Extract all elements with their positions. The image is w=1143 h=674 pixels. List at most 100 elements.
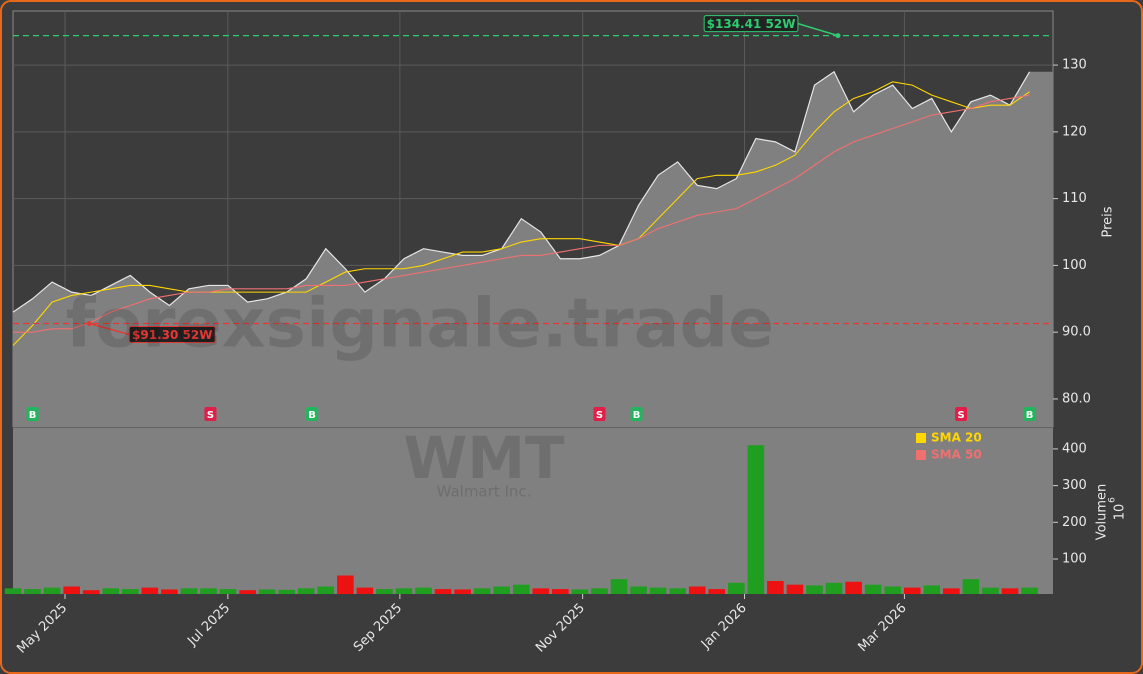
volume-bar xyxy=(552,589,569,594)
price-area xyxy=(13,71,1053,428)
signal-label: S xyxy=(958,410,965,421)
volume-bar xyxy=(610,579,628,594)
volume-bar xyxy=(82,590,100,594)
legend-swatch xyxy=(916,433,926,443)
volume-title: WMT xyxy=(403,424,565,492)
volume-bar xyxy=(297,588,315,594)
volume-bar xyxy=(903,587,921,594)
y-tick-label: 200 xyxy=(1062,515,1087,530)
y-tick-label: 300 xyxy=(1062,478,1087,493)
watermark: forexsignale.trade xyxy=(66,285,775,364)
volume-bar xyxy=(767,581,784,594)
volume-bar xyxy=(884,586,902,594)
signal-label: S xyxy=(207,410,214,421)
volume-bar xyxy=(121,589,139,594)
signal-badge xyxy=(955,407,968,421)
volume-bar xyxy=(278,589,295,594)
volume-bar xyxy=(532,588,550,594)
y-tick-label: 80.0 xyxy=(1062,391,1091,406)
volume-bar xyxy=(4,588,22,594)
volume-bar xyxy=(688,586,706,594)
y-tick-label: 120 xyxy=(1062,124,1087,139)
volume-bar xyxy=(219,589,237,594)
signal-label: S xyxy=(596,410,603,421)
volume-bar xyxy=(1001,588,1019,594)
volume-bar xyxy=(395,588,413,594)
volume-bar xyxy=(591,588,608,594)
signal-label: B xyxy=(308,410,316,421)
volume-bar xyxy=(161,589,178,594)
legend-swatch xyxy=(916,450,926,460)
signal-label: B xyxy=(1026,410,1034,421)
signal-label: B xyxy=(633,410,641,421)
y-tick-label: 90.0 xyxy=(1062,325,1091,340)
volume-bar xyxy=(43,587,61,594)
volume-bar xyxy=(982,587,999,594)
volume-bar xyxy=(512,584,530,594)
level-label: $134.41 52W xyxy=(707,17,796,31)
volume-bar xyxy=(864,584,882,594)
level-arrow xyxy=(797,22,839,37)
signal-badge xyxy=(306,407,319,421)
volume-bar xyxy=(473,588,491,594)
volume-bar xyxy=(356,587,374,594)
legend-label: SMA 50 xyxy=(931,448,982,462)
legend-label: SMA 20 xyxy=(931,431,982,445)
signal-badge xyxy=(1023,407,1036,421)
volume-bar xyxy=(239,590,256,594)
volume-bar xyxy=(728,582,745,594)
volume-bar xyxy=(102,588,120,594)
volume-bar xyxy=(200,588,217,594)
price-line xyxy=(12,70,1031,313)
volume-bar xyxy=(337,575,354,594)
volume-bar xyxy=(708,589,726,594)
volume-bar xyxy=(415,587,432,594)
volume-bar xyxy=(669,588,686,594)
y-scale-base: 10 xyxy=(1113,504,1128,521)
level-box xyxy=(128,326,216,344)
volume-bar xyxy=(317,586,335,594)
volume-bar xyxy=(180,588,198,594)
volume-bar xyxy=(376,589,393,594)
volume-bar xyxy=(786,584,804,594)
level-point xyxy=(835,33,841,39)
level-box xyxy=(703,15,799,33)
volume-panel xyxy=(13,428,1053,594)
volume-bar xyxy=(24,589,41,594)
volume-bar xyxy=(258,589,276,594)
signal-badge xyxy=(593,407,606,421)
signal-badge xyxy=(204,407,217,421)
sma-line xyxy=(13,94,1030,333)
signal-badge xyxy=(26,407,39,421)
signal-label: B xyxy=(29,410,37,421)
volume-bar xyxy=(141,587,159,594)
volume-bar xyxy=(434,589,452,594)
y-tick-label: 130 xyxy=(1062,58,1087,73)
signal-badge xyxy=(630,407,643,421)
level-arrow xyxy=(89,322,130,336)
level-label: $91.30 52W xyxy=(132,328,212,342)
volume-bar xyxy=(747,445,765,594)
y-axis-label: Volumen xyxy=(1095,484,1110,541)
volume-bar xyxy=(923,585,941,594)
y-scale-exponent: 6 xyxy=(1108,497,1118,503)
volume-bar xyxy=(845,581,862,594)
level-point xyxy=(86,321,92,327)
volume-bar xyxy=(649,587,667,594)
volume-bar xyxy=(962,579,980,594)
volume-bar xyxy=(571,589,589,594)
volume-bar xyxy=(1021,587,1038,594)
volume-bar xyxy=(806,585,823,594)
volume-bar xyxy=(630,586,647,594)
y-tick-label: 100 xyxy=(1062,258,1087,273)
y-tick-label: 100 xyxy=(1062,551,1087,566)
y-tick-label: 110 xyxy=(1062,191,1087,206)
sma-line xyxy=(12,81,1030,346)
y-axis-label: Preis xyxy=(1101,206,1116,237)
volume-bar xyxy=(454,589,471,594)
volume-bar xyxy=(493,586,511,594)
volume-subtitle: Walmart Inc. xyxy=(437,483,532,501)
y-tick-label: 400 xyxy=(1062,441,1087,456)
volume-bar xyxy=(943,588,960,594)
